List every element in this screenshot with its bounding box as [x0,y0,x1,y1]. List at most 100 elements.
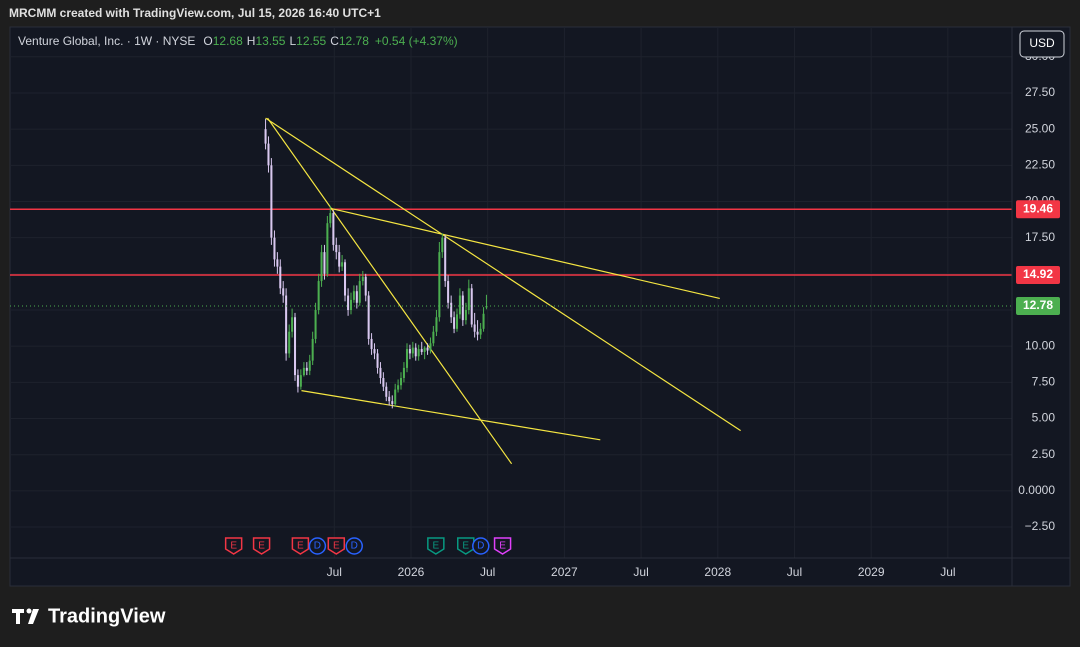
legend-change: +0.54 (+4.37%) [375,34,458,48]
candle-body [408,349,411,354]
event-marker[interactable]: E [252,537,271,555]
candle-body [458,295,461,315]
event-shape [327,537,346,555]
event-shape [472,537,490,555]
y-tick-label: 7.50 [1032,375,1056,389]
candle-body [320,252,323,282]
legend-value: 12.68 [213,34,243,48]
event-shape [456,537,475,555]
currency-label[interactable]: USD [1029,36,1055,50]
candle-body [391,401,394,405]
event-marker[interactable]: D [308,537,327,555]
x-tick-label: 2027 [551,565,578,579]
candle-body [291,317,294,332]
candle-body [414,347,417,357]
event-marker[interactable]: E [327,537,346,555]
event-marker[interactable]: E [224,537,243,555]
y-tick-label: 17.50 [1025,230,1055,244]
trendline [301,390,601,441]
event-shape [427,537,445,555]
event-label: D [351,541,358,552]
candle-body [464,310,467,321]
candle-body [347,295,350,311]
candle-body [305,367,308,371]
event-shape [345,537,363,555]
candle-body [379,367,382,379]
event-label: E [297,541,304,552]
candle-body [447,281,450,303]
candle-body [438,252,441,318]
event-marker[interactable]: D [472,537,490,555]
candle-body [276,259,279,267]
candle-body [388,396,391,402]
y-tick-label: 2.50 [1032,447,1056,461]
legend-letter: L [289,34,296,48]
candle-body [341,262,344,267]
event-shape [291,537,310,555]
last-price-bg [1016,296,1060,315]
candle-body [282,288,285,296]
chart-panel [9,26,1071,587]
candle-body [476,331,479,335]
legend-value: 12.78 [339,34,369,48]
footer-logo: TradingView [48,605,166,627]
event-marker[interactable]: D [345,537,363,555]
y-tick-label: −2.50 [1025,519,1056,533]
currency-button[interactable] [1019,30,1065,58]
candle-body [279,266,282,289]
candle-body [473,324,476,332]
candle-body [479,328,482,335]
y-tick-label: 5.00 [1032,411,1056,425]
candle-body [338,252,341,267]
candle-body [267,143,270,166]
candle-body [426,347,429,351]
candle-body [296,375,299,387]
candle-body [364,276,367,296]
y-tick-label: 27.50 [1025,85,1055,99]
candle-body [376,353,379,368]
candle-body [470,288,473,325]
candle-body [308,360,311,371]
trendline [265,117,741,432]
candle-body [264,129,267,144]
candle-body [423,347,426,352]
header: MRCMM created with TradingView.com, Jul … [9,6,381,20]
candle-body [335,244,338,253]
candle-body [293,317,297,376]
grid [10,27,1012,558]
candle-body [352,291,355,300]
event-marker[interactable]: E [291,537,310,555]
y-tick-label: 22.50 [1025,157,1055,171]
event-label: E [230,541,237,552]
x-tick-label: 2029 [858,565,885,579]
candle-body [485,305,488,308]
event-label: E [258,541,265,552]
candle-body [397,385,400,390]
candle-body [432,331,435,344]
event-marker[interactable]: E [493,537,512,555]
candle-body [399,378,403,386]
candle-body [467,288,470,311]
candle-body [299,375,302,387]
candle-body [326,223,329,274]
legend-value: 13.55 [255,34,285,48]
event-marker[interactable]: E [456,537,475,555]
x-tick-label: Jul [787,565,802,579]
candle-body [461,295,464,321]
legend-value: 12.55 [296,34,326,48]
candle-body [373,349,376,354]
event-label: D [477,541,484,552]
candle-body [344,262,347,296]
candle-body [355,291,358,303]
candle-body [420,349,423,352]
event-marker[interactable]: E [427,537,445,555]
candle-body [349,299,353,311]
x-tick-label: 2026 [398,565,425,579]
candle-body [441,237,444,253]
legend-letter: O [203,34,212,48]
y-tick-label: 10.00 [1025,338,1055,352]
candle-body [455,314,459,329]
candle-body [435,317,438,332]
legend-symbol: Venture Global, Inc. · 1W · NYSE [18,34,195,48]
